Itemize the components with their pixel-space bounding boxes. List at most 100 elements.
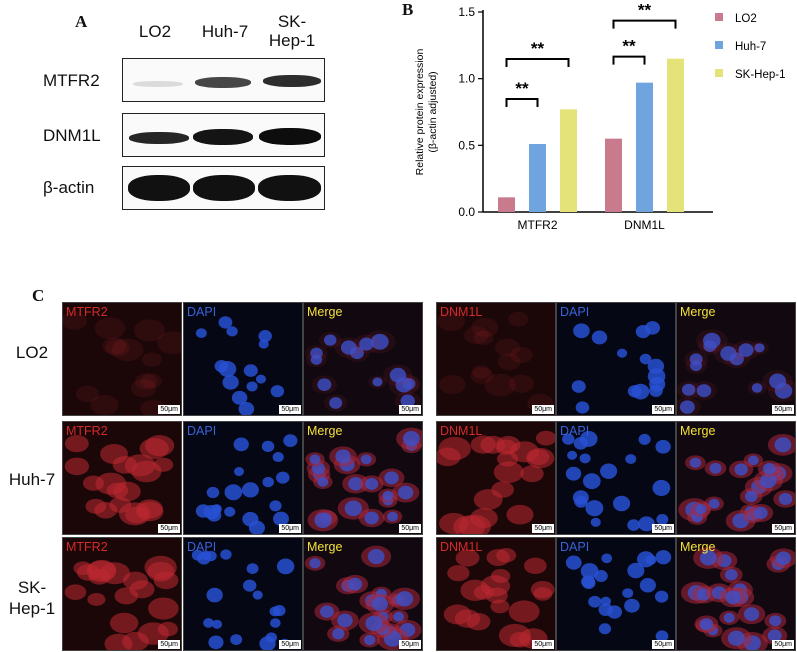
micrograph-2-5: Merge 50μm <box>676 537 796 651</box>
micrograph-0-5: Merge 50μm <box>676 302 796 416</box>
bar-lo2 <box>498 197 515 212</box>
channel-label: Merge <box>307 305 343 319</box>
x-tick-label: DNM1L <box>624 218 665 232</box>
micrograph-0-3: DNM1L 50μm <box>436 302 556 416</box>
band <box>193 175 255 201</box>
significance-label: ** <box>638 1 652 20</box>
channel-label: DNM1L <box>440 540 483 554</box>
scale-bar-label: 50μm <box>399 524 421 533</box>
significance-bracket <box>612 19 677 29</box>
legend-swatch <box>715 69 723 77</box>
micrograph-1-5: Merge 50μm <box>676 421 796 535</box>
micrograph-0-1: DAPI 50μm <box>183 302 303 416</box>
channel-label: Merge <box>680 305 716 319</box>
wb-row-mtfr2: MTFR2 <box>43 71 100 90</box>
significance-bracket <box>612 55 646 65</box>
band <box>259 128 321 145</box>
row-label-lo2: LO2 <box>15 343 49 362</box>
x-tick-label: MTFR2 <box>518 218 558 232</box>
wb-col-skhep1: SK- Hep-1 <box>268 12 316 50</box>
band <box>195 77 251 88</box>
channel-label: Merge <box>307 424 343 438</box>
micrograph-1-1: DAPI 50μm <box>183 421 303 535</box>
channel-label: DNM1L <box>440 305 483 319</box>
band <box>129 132 189 144</box>
micrograph-1-4: DAPI 50μm <box>556 421 676 535</box>
scale-bar-label: 50μm <box>772 524 794 533</box>
micrograph-1-2: Merge 50μm <box>303 421 423 535</box>
channel-label: Merge <box>680 424 716 438</box>
bar-huh-7 <box>529 144 546 212</box>
scale-bar-label: 50μm <box>772 405 794 414</box>
wb-blot-mtfr2 <box>122 58 325 102</box>
micrograph-2-1: DAPI 50μm <box>183 537 303 651</box>
scale-bar-label: 50μm <box>652 524 674 533</box>
wb-blot-dnm1l <box>122 113 325 157</box>
y-tick-label: 0.5 <box>458 138 475 152</box>
legend-swatch <box>715 13 723 21</box>
channel-label: MTFR2 <box>66 424 108 438</box>
scale-bar-label: 50μm <box>532 640 554 649</box>
scale-bar-label: 50μm <box>652 640 674 649</box>
wb-col-huh7: Huh-7 <box>201 22 249 41</box>
significance-label: ** <box>515 79 529 98</box>
channel-label: MTFR2 <box>66 540 108 554</box>
micrograph-2-2: Merge 50μm <box>303 537 423 651</box>
legend-swatch <box>715 41 723 49</box>
y-tick-label: 1.0 <box>458 72 475 86</box>
significance-label: ** <box>622 37 636 56</box>
y-axis-label: Relative protein expression <box>414 49 426 176</box>
scale-bar-label: 50μm <box>652 405 674 414</box>
y-tick-label: 0.0 <box>458 205 475 219</box>
scale-bar-label: 50μm <box>279 405 301 414</box>
wb-row-bactin: β-actin <box>43 178 95 197</box>
channel-label: Merge <box>307 540 343 554</box>
row-label-huh7: Huh-7 <box>8 470 56 489</box>
band <box>258 175 321 201</box>
bar-sk-hep-1 <box>667 58 684 212</box>
channel-label: DAPI <box>187 540 217 554</box>
micrograph-2-3: DNM1L 50μm <box>436 537 556 651</box>
row-label-skhep1: SK- Hep-1 <box>8 578 56 618</box>
wb-col-lo2: LO2 <box>138 22 172 41</box>
channel-label: DAPI <box>560 424 590 438</box>
micrograph-0-2: Merge 50μm <box>303 302 423 416</box>
scale-bar-label: 50μm <box>158 640 180 649</box>
legend-label: Huh-7 <box>735 41 766 53</box>
wb-blot-bactin <box>122 166 325 210</box>
scale-bar-label: 50μm <box>772 640 794 649</box>
bar-lo2 <box>605 138 622 212</box>
significance-bracket <box>505 58 570 67</box>
bar-huh-7 <box>636 82 653 213</box>
scale-bar-label: 50μm <box>399 405 421 414</box>
bar-chart: 0.0 0.5 1.0 1.5 Relative protein expression(… <box>414 1 786 232</box>
channel-label: DAPI <box>187 305 217 319</box>
channel-label: DAPI <box>560 305 590 319</box>
band <box>263 75 321 87</box>
scale-bar-label: 50μm <box>158 405 180 414</box>
significance-bracket <box>505 98 539 107</box>
micrograph-1-3: DNM1L 50μm <box>436 421 556 535</box>
panel-c-letter: C <box>32 286 45 305</box>
legend-label: LO2 <box>735 13 757 25</box>
band <box>133 81 183 87</box>
channel-label: DAPI <box>560 540 590 554</box>
wb-row-dnm1l: DNM1L <box>43 126 101 145</box>
scale-bar-label: 50μm <box>399 640 421 649</box>
channel-label: Merge <box>680 540 716 554</box>
panel-a-letter: A <box>75 12 88 31</box>
scale-bar-label: 50μm <box>532 405 554 414</box>
band <box>193 129 253 145</box>
y-axis-label: (β-actin adjusted) <box>427 71 439 152</box>
band <box>128 175 190 201</box>
channel-label: DNM1L <box>440 424 483 438</box>
channel-label: MTFR2 <box>66 305 108 319</box>
panel-b-letter: B <box>402 0 414 19</box>
scale-bar-label: 50μm <box>532 524 554 533</box>
bar-sk-hep-1 <box>560 109 577 212</box>
scale-bar-label: 50μm <box>279 640 301 649</box>
micrograph-2-4: DAPI 50μm <box>556 537 676 651</box>
significance-label: ** <box>531 39 545 58</box>
legend-label: SK-Hep-1 <box>735 69 786 81</box>
y-tick-label: 1.5 <box>458 5 475 19</box>
